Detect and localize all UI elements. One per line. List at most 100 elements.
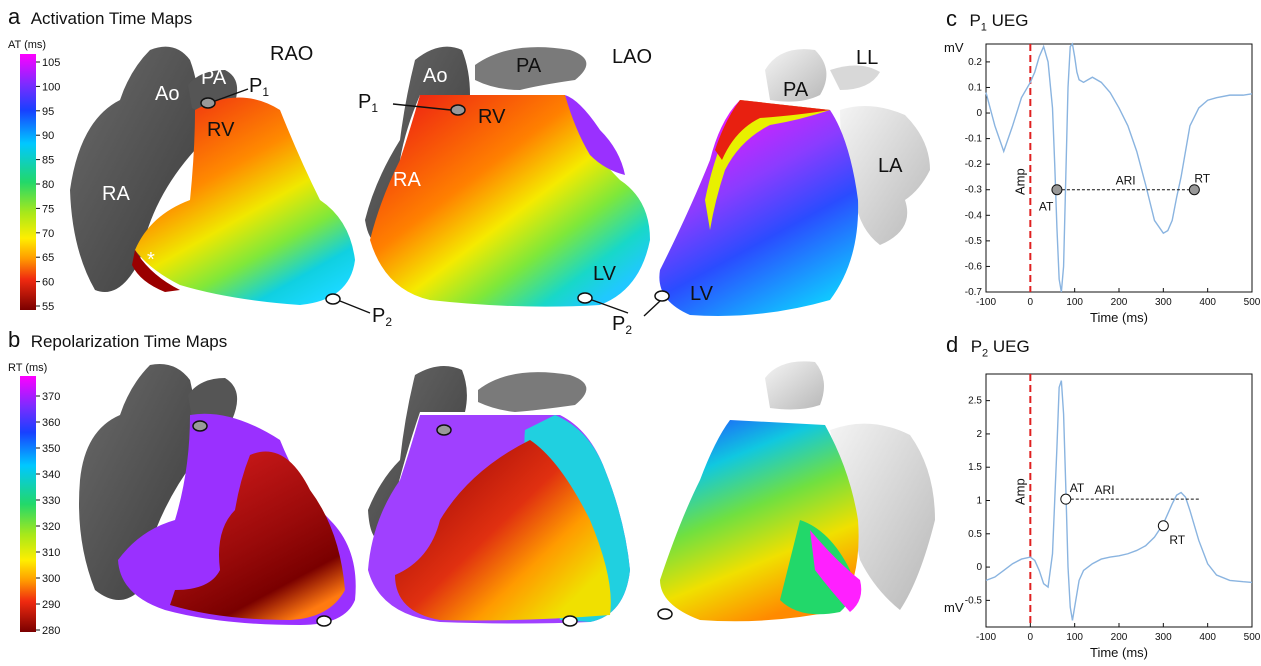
label-ao: Ao [423,65,447,87]
colorbar-tick-label: 55 [42,301,54,313]
p1-electrode-marker [200,97,216,109]
colorbar-tick-label: 105 [42,57,60,69]
x-tick-label: 300 [1155,632,1172,643]
colorbar-at [20,54,36,310]
ueg-trace [985,42,1253,293]
p1-electrode-marker [450,104,466,116]
ueg-plot-p1: -100 0 100 200 300 400 500 0.2 0.1 0 -0.1 -0.2 -0.3 -… [944,40,1261,325]
ll-activation-view: LL PA LA LV [643,47,930,317]
ari-label: ARI [1095,483,1115,497]
pa-geometry [188,378,238,424]
panel-title: Activation Time Maps [30,9,193,28]
panel-d-header: d P2 UEG [946,332,1030,359]
y-tick-label: 1 [976,496,982,507]
panel-letter: c [946,6,957,31]
colorbar-at-ticks: 105 100 95 90 85 80 75 70 65 60 55 [36,57,60,313]
x-tick-label: 100 [1066,297,1083,308]
p2-leader-line [339,300,371,314]
panel-a-header: a Activation Time Maps [8,4,192,30]
y-axis-label: mV [944,40,964,55]
amp-label: Amp [1012,168,1027,195]
la-geometry [830,423,935,610]
y-tick-label: 0 [976,108,982,119]
rao-activation-surface [135,97,355,305]
x-tick-label: 400 [1199,632,1216,643]
y-tick-label: 2 [976,429,982,440]
p2-electrode-marker [657,608,673,620]
y-tick-label: 1.5 [968,462,982,473]
colorbar-tick-label: 320 [42,521,60,533]
y-tick-label: -0.7 [965,287,983,298]
plot-frame [985,43,1253,293]
x-tick-label: 0 [1028,632,1034,643]
p2-electrode-marker [562,615,578,627]
panel-title: P2 UEG [970,337,1030,360]
p2-electrode-marker [325,293,341,305]
y-tick-label: -0.5 [965,236,983,247]
early-activation-site [132,250,180,292]
label-la: LA [878,155,903,177]
rao-repolarization-view [79,364,356,627]
colorbar-tick-label: 330 [42,495,60,507]
x-tick-label: 500 [1244,632,1261,643]
lao-activation-surface [370,95,650,307]
ra-ao-geometry [70,46,199,292]
colorbar-tick-label: 60 [42,277,54,289]
ll-activation-surface [659,100,859,316]
panel-c-header: c P1 UEG [946,6,1028,33]
panel-letter: b [8,327,21,352]
colorbar-tick-label: 300 [42,573,60,585]
label-rv: RV [207,119,235,141]
p2-electrode-marker [654,290,670,302]
y-tick-label: -0.5 [965,595,983,606]
label-lv: LV [593,263,617,285]
rt-label: RT [1169,533,1185,547]
pa-geometry [765,49,827,102]
latest-repolarization-band [810,530,862,612]
label-ra: RA [102,183,130,205]
heart-maps-figure: AT (ms) 105 100 95 90 85 80 75 70 65 60 55 RT (ms)… [8,39,935,637]
ll-repolarization-view [657,361,935,622]
colorbar-tick-label: 70 [42,228,54,240]
early-repolarization-region [170,451,345,620]
p2-label: P2 [372,305,392,329]
x-tick-label: -100 [976,632,996,643]
p2-electrode-marker [316,615,332,627]
label-pa: PA [201,67,227,89]
y-tick-label: 2.5 [968,396,982,407]
label-ao: Ao [155,83,179,105]
colorbar-label-at: AT (ms) [8,39,46,51]
p1-electrode-marker [192,420,208,432]
colorbar-tick-label: 340 [42,469,60,481]
p1-leader-line [392,103,452,111]
colorbar-tick-label: 75 [42,203,54,215]
rt-marker [1188,184,1200,196]
panel-b-header: b Repolarization Time Maps [8,327,227,353]
p2-label: P2 [612,313,632,337]
x-tick-label: -100 [976,297,996,308]
panel-letter: a [8,4,21,29]
p1-electrode-marker [436,424,452,436]
x-tick-label: 400 [1199,297,1216,308]
at-label: AT [1039,200,1054,214]
label-rv: RV [478,106,506,128]
colorbar-tick-label: 85 [42,155,54,167]
ra-ao-geometry [79,364,197,600]
p1-leader-line [214,88,249,102]
colorbar-tick-label: 65 [42,252,54,264]
rao-activation-view: RAO Ao PA RV RA * P1 P2 [70,43,392,329]
x-tick-label: 0 [1028,297,1034,308]
x-tick-label: 200 [1111,297,1128,308]
pa-geometry [475,47,587,90]
y-tick-label: 0.5 [968,529,982,540]
label-ra: RA [393,169,421,191]
pa-geometry [765,361,824,410]
y-tick-label: -0.3 [965,185,983,196]
colorbar-rt [20,376,36,632]
colorbar-tick-label: 350 [42,443,60,455]
view-label-rao: RAO [270,43,313,65]
y-tick-label: -0.4 [965,210,983,221]
y-axis-label: mV [944,600,964,615]
panel-letter: d [946,332,959,357]
y-tick-label: 0.1 [968,82,982,93]
